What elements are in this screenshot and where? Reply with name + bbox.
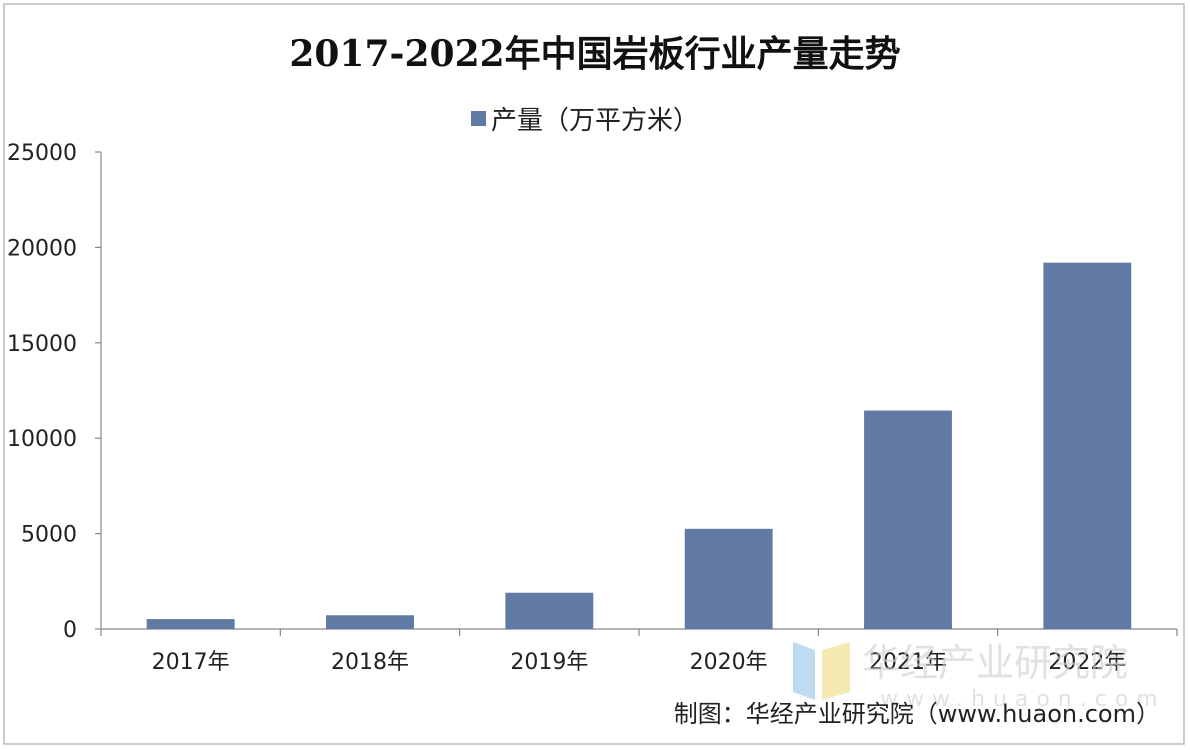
bar <box>326 615 414 629</box>
x-tick-label: 2019年 <box>510 650 588 675</box>
x-tick-label: 2021年 <box>869 650 947 675</box>
bar <box>864 410 952 629</box>
watermark-name: 华经产业研究院 <box>862 641 1128 685</box>
x-axis: 2017年 2018年 2019年 2020年 2021年 2022年 <box>100 628 1178 675</box>
bar <box>505 592 594 629</box>
bar <box>684 528 773 629</box>
watermark-url: www.huaon.com <box>880 687 1166 712</box>
y-tick-label: 5000 <box>21 523 77 548</box>
chart-title: 2017-2022年中国岩板行业产量走势 <box>289 33 900 75</box>
x-tick-label: 2022年 <box>1048 650 1126 675</box>
y-tick-label: 20000 <box>7 236 77 261</box>
y-tick-label: 10000 <box>7 427 77 452</box>
watermark-logo: 华经产业研究院 www.huaon.com <box>793 641 1166 712</box>
legend: 产量（万平方米） <box>471 106 699 136</box>
y-axis: 0 5000 10000 15000 20000 25000 <box>7 141 102 643</box>
credit-line: 制图：华经产业研究院（www.huaon.com） <box>674 700 1160 728</box>
watermark-logo-shape-left <box>793 642 815 700</box>
legend-label: 产量（万平方米） <box>491 106 699 136</box>
watermark-logo-shape-right <box>822 642 850 700</box>
bar <box>146 619 235 629</box>
bar-series <box>146 262 1132 629</box>
y-tick-label: 0 <box>63 618 77 643</box>
x-tick-label: 2017年 <box>152 650 230 675</box>
bar <box>1043 262 1132 629</box>
y-tick-label: 15000 <box>7 332 77 357</box>
legend-swatch <box>471 111 486 126</box>
y-tick-label: 25000 <box>7 141 77 166</box>
x-tick-label: 2020年 <box>690 650 768 675</box>
x-tick-label: 2018年 <box>331 650 409 675</box>
